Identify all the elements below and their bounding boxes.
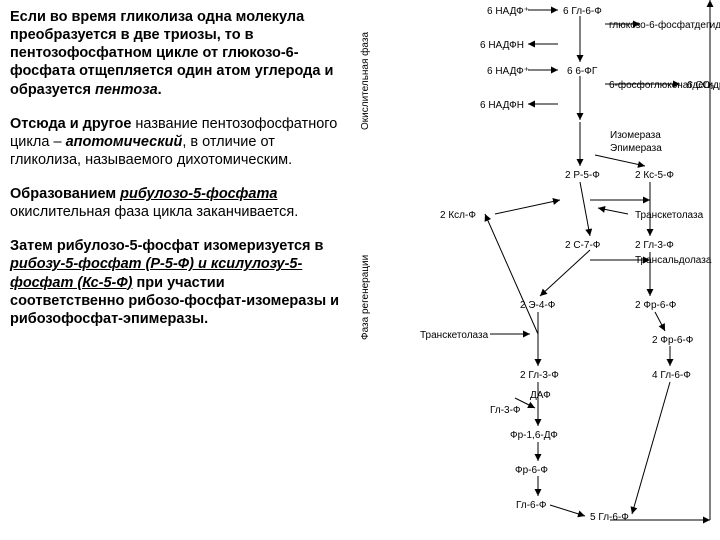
para-3: Образованием рибулозо-5-фосфата окислите…	[10, 185, 340, 221]
node-n3d: 6 CO₂	[687, 80, 714, 91]
node-n5: Изомераза	[610, 130, 661, 141]
node-n1b: 6 Гл-6-Ф	[563, 6, 602, 17]
node-n10: Транскетолаза	[420, 330, 488, 341]
node-n16: 5 Гл-6-Ф	[590, 512, 629, 523]
phase-label-regeneration: Фаза регенерации	[360, 255, 371, 340]
node-n10b: 2 Фр-6-Ф	[652, 335, 693, 346]
node-n13: Фр-1,6-ДФ	[510, 430, 558, 441]
p2-a: Отсюда и другое	[10, 116, 131, 132]
p1-a: Если во время гликолиза одна молекула пр…	[10, 9, 333, 98]
node-n6b: 2 Кс-5-Ф	[635, 170, 674, 181]
node-n1c: глюкозо-6-фосфатдегидрогеназа	[609, 20, 720, 31]
node-n15: Гл-6-Ф	[516, 500, 547, 511]
p3-c: окислительная фаза цикла заканчивается.	[10, 204, 298, 220]
p1-c: .	[158, 82, 162, 98]
p3-b: рибулозо-5-фосфата	[120, 186, 277, 202]
node-n6a: 2 Р-5-Ф	[565, 170, 600, 181]
node-n2: 6 НАДФН	[480, 40, 524, 51]
para-1: Если во время гликолиза одна молекула пр…	[10, 8, 340, 99]
node-n5b: Эпимераза	[610, 143, 662, 154]
node-n11a: 2 Гл-3-Ф	[520, 370, 559, 381]
node-n7: 2 Ксл-Ф	[440, 210, 476, 221]
p4-a: Затем рибулозо-5-фосфат изомеризуется в	[10, 238, 323, 254]
node-n1: 6 НАДФ⁺	[487, 6, 529, 17]
node-n12b: Гл-3-Ф	[490, 405, 521, 416]
pathway-diagram: 6 НАДФ⁺ 6 Гл-6-Ф глюкозо-6-фосфатдегидроге…	[390, 0, 720, 540]
node-n4: 6 НАДФН	[480, 100, 524, 111]
node-n3: 6 НАДФ⁺	[487, 66, 529, 77]
node-n3b: 6 6-ФГ	[567, 66, 597, 77]
node-n7b: Транскетолаза	[635, 210, 703, 221]
phase-label-oxidative: Окислительная фаза	[360, 32, 371, 130]
node-n14: Фр-6-Ф	[515, 465, 548, 476]
node-n12: ДАФ	[530, 390, 551, 401]
node-n9a: 2 Э-4-Ф	[520, 300, 555, 311]
node-n11b: 4 Гл-6-Ф	[652, 370, 691, 381]
para-4: Затем рибулозо-5-фосфат изомеризуется в …	[10, 237, 340, 328]
para-2: Отсюда и другое название пентозофосфатно…	[10, 115, 340, 169]
p1-b: пентоза	[95, 82, 158, 98]
node-n8b: 2 Гл-3-Ф	[635, 240, 674, 251]
explanatory-text: Если во время гликолиза одна молекула пр…	[10, 8, 340, 344]
p2-c: апотомический	[66, 134, 183, 150]
node-n8c: Трансальдолаза	[635, 255, 711, 266]
node-n8a: 2 С-7-Ф	[565, 240, 600, 251]
node-n9b: 2 Фр-6-Ф	[635, 300, 676, 311]
p3-a: Образованием	[10, 186, 120, 202]
